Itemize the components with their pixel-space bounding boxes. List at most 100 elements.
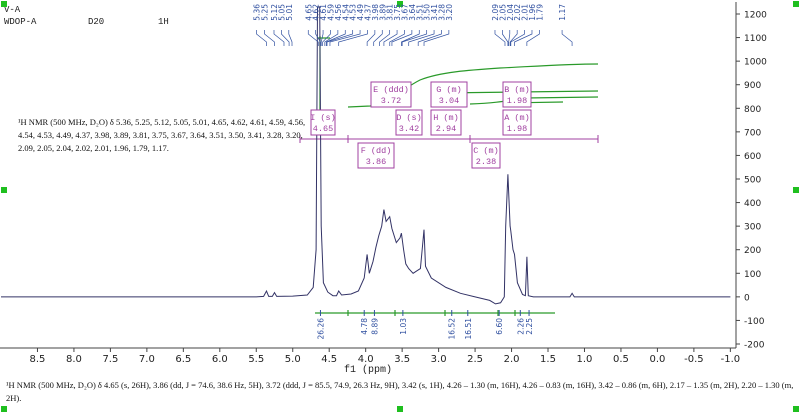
- x-tick-label: 6.0: [212, 354, 228, 365]
- multiplet-box: [502, 109, 532, 136]
- peak-label: 3.67: [400, 4, 409, 21]
- multiplet-shift: 4.65: [313, 124, 333, 134]
- peak-leader: [391, 30, 413, 46]
- y-tick-label: 1200: [744, 11, 767, 21]
- x-tick-label: 7.5: [102, 354, 118, 365]
- y-tick-label: 0: [744, 293, 750, 303]
- multiplet-box: [430, 81, 468, 108]
- peak-leader: [366, 30, 376, 46]
- x-tick-label: 1.0: [577, 354, 593, 365]
- x-tick-label: 6.5: [175, 354, 191, 365]
- peak-leader: [508, 30, 511, 46]
- peak-label: 3.28: [437, 4, 446, 21]
- integral-curves: [315, 36, 599, 316]
- multiplet-box: [310, 109, 336, 136]
- y-tick-label: 500: [744, 176, 761, 186]
- peak-leader: [510, 30, 525, 46]
- multiplet-label: H (m): [433, 113, 459, 123]
- multiplet-shift: 1.98: [507, 96, 527, 106]
- peak-leader: [526, 30, 540, 46]
- integral-label: 2.25: [525, 318, 534, 335]
- peak-leader: [514, 30, 533, 46]
- multiplet-label: F (dd): [361, 146, 392, 156]
- peak-label: 4.62: [312, 4, 321, 21]
- spectrum: [1, 6, 731, 305]
- x-tick-label: -0.5: [684, 354, 704, 365]
- peak-label: 2.04: [506, 4, 515, 21]
- peak-label: 3.20: [445, 4, 454, 21]
- y-tick-label: 100: [744, 270, 761, 280]
- peak-label: 1.79: [535, 4, 544, 21]
- peak-label: 5.12: [270, 4, 279, 21]
- peak-leader: [256, 30, 267, 46]
- multiplet-shift: 3.86: [366, 157, 386, 167]
- y-tick-label: 1000: [744, 58, 767, 68]
- multiplet-label: E (ddd): [373, 85, 409, 95]
- peak-label: 4.53: [349, 4, 358, 21]
- x-tick-label: 3.5: [394, 354, 410, 365]
- multiplet-box: [471, 142, 501, 169]
- multiplet-ranges: [299, 135, 599, 143]
- x-tick-label: 5.0: [285, 354, 301, 365]
- integral-label: 16.52: [448, 318, 457, 340]
- header: WDOP-A: [4, 17, 37, 27]
- integral-label: 4.78: [360, 318, 369, 335]
- multiplet-label: D (s): [396, 113, 422, 123]
- integral-label: 1.03: [399, 318, 408, 335]
- peak-leader: [338, 30, 368, 46]
- y-tick-label: 800: [744, 105, 761, 115]
- x-tick-label: 7.0: [139, 354, 155, 365]
- peak-leader: [329, 30, 361, 46]
- x-tick-label: 4.5: [321, 354, 337, 365]
- peak-label: 4.61: [319, 4, 328, 21]
- multiplet-shift: 3.42: [399, 124, 419, 134]
- peak-label: 3.64: [408, 4, 417, 21]
- x-tick-label: 2.0: [504, 354, 520, 365]
- multiplet-label: G (m): [436, 85, 462, 95]
- peak-leader: [509, 30, 518, 46]
- peak-label: 2.05: [498, 4, 507, 21]
- peak-leader: [273, 30, 285, 46]
- peak-leader: [288, 30, 293, 46]
- x-tick-label: 0.5: [613, 354, 629, 365]
- peak-leader: [417, 30, 442, 46]
- multiplet-box: [357, 142, 395, 169]
- multiplet-box: [395, 109, 423, 136]
- peak-label: 5.25: [261, 4, 270, 21]
- x-tick-label: 2.5: [467, 354, 483, 365]
- peak-label: 3.98: [371, 4, 380, 21]
- peak-leader: [502, 30, 509, 46]
- plot: [1, 6, 731, 305]
- y-tick-label: 900: [744, 81, 761, 91]
- multiplet-label: C (m): [473, 146, 499, 156]
- header: V-A: [4, 5, 21, 15]
- peak-label: 5.01: [285, 4, 294, 21]
- peak-leader: [561, 30, 573, 46]
- peak-leader: [373, 30, 383, 46]
- peak-leader: [322, 30, 331, 46]
- peak-leader: [325, 30, 346, 46]
- peak-label: 4.65: [304, 4, 313, 21]
- multiplet-shift: 1.98: [507, 124, 527, 134]
- y-tick-label: 700: [744, 128, 761, 138]
- multiplet-label: B (m): [504, 85, 530, 95]
- x-tick-label: 8.0: [66, 354, 82, 365]
- peak-label: 3.51: [415, 4, 424, 21]
- peak-label: 5.36: [252, 4, 261, 21]
- peak-label: 4.37: [363, 4, 372, 21]
- peak-label: 3.75: [393, 4, 402, 21]
- peak-label: 4.56: [334, 4, 343, 21]
- integral-label: 8.89: [370, 318, 379, 335]
- multiplet-shift: 3.72: [381, 96, 401, 106]
- x-tick-label: 8.5: [30, 354, 46, 365]
- peak-label: 3.89: [378, 4, 387, 21]
- integral-label: 26.26: [316, 318, 325, 340]
- peak-leader: [383, 30, 398, 46]
- integral-label: 16.51: [464, 318, 473, 340]
- multiplet-label: A (m): [504, 113, 530, 123]
- description: ¹H NMR (500 MHz, D₂O) δ 5.36, 5.25, 5.12…: [18, 117, 306, 153]
- peak-leader: [389, 30, 405, 46]
- peak-leader: [494, 30, 506, 46]
- multiplet-box: [502, 81, 532, 108]
- peak-label: 4.49: [356, 4, 365, 21]
